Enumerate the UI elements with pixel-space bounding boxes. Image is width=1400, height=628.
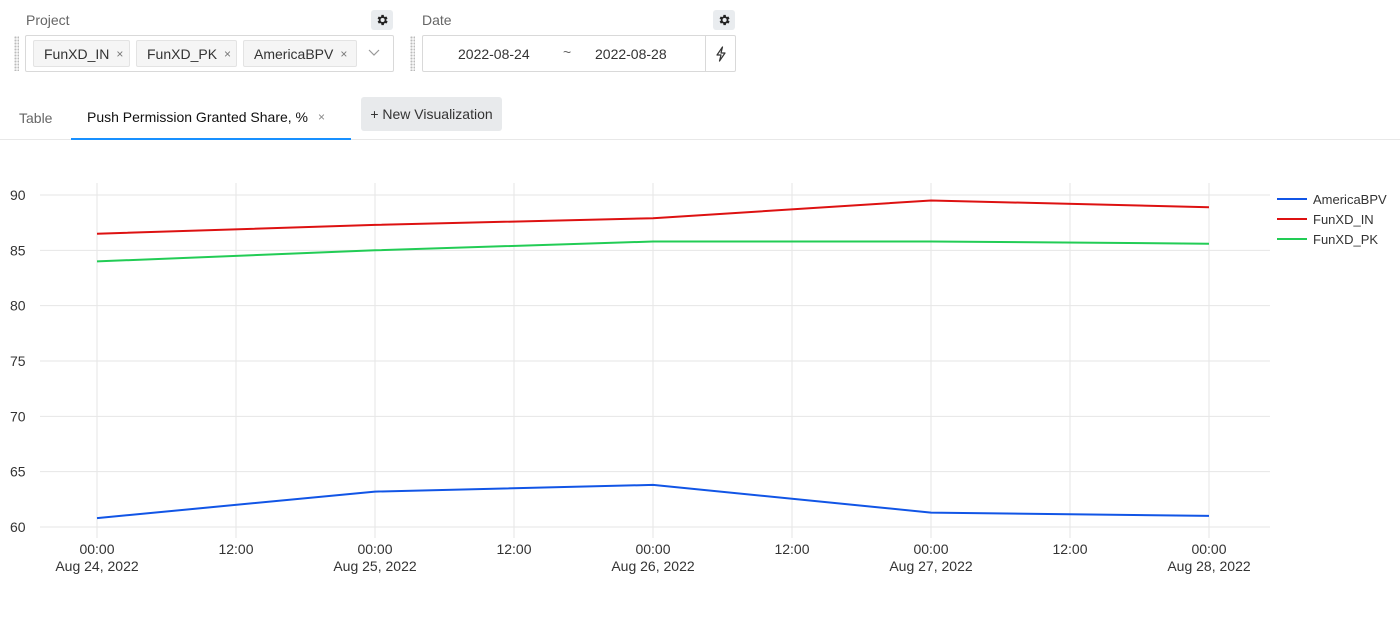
close-icon[interactable]: × [116,46,124,61]
y-tick-label: 70 [10,408,26,424]
chart-series [96,199,1210,520]
series-line-americabpv [96,483,1210,520]
project-settings-button[interactable] [371,10,393,30]
project-filter-label: Project [26,12,70,28]
bolt-icon [715,45,726,62]
quick-range-button[interactable] [705,36,735,71]
x-tick-label-time: 12:00 [496,541,531,557]
legend-item-label: FunXD_IN [1313,212,1374,227]
tab-table-label: Table [19,110,53,126]
x-tick-label-time: 12:00 [218,541,253,557]
gear-icon [377,14,388,26]
close-icon[interactable]: × [318,110,326,124]
date-filter-label: Date [422,12,452,28]
x-tick-label-time: 00:00 [913,541,948,557]
x-tick-label-date: Aug 28, 2022 [1167,558,1251,574]
x-tick-label-date: Aug 26, 2022 [611,558,695,574]
legend-item-label: FunXD_PK [1313,232,1378,247]
y-tick-label: 65 [10,464,26,480]
project-multiselect[interactable]: FunXD_IN × FunXD_PK × AmericaBPV × [25,35,394,72]
date-range-picker[interactable]: 2022-08-24 ~ 2022-08-28 [422,35,736,72]
date-drag-handle[interactable] [410,36,415,71]
y-tick-label: 75 [10,353,26,369]
x-tick-label-time: 12:00 [774,541,809,557]
y-axis: 60 65 70 75 80 85 90 [10,187,26,535]
project-drag-handle[interactable] [14,36,19,71]
x-tick-label-time: 00:00 [79,541,114,557]
project-tag: FunXD_IN × [33,40,130,67]
project-tag-label: AmericaBPV [254,45,334,62]
x-tick-label-date: Aug 24, 2022 [55,558,139,574]
tab-table[interactable]: Table [19,96,52,140]
date-separator: ~ [563,44,572,60]
project-tag-label: FunXD_PK [147,45,218,62]
chart-legend[interactable]: AmericaBPV FunXD_IN FunXD_PK [1277,192,1387,247]
new-visualization-button[interactable]: + New Visualization [361,97,502,131]
legend-item-label: AmericaBPV [1313,192,1387,207]
chevron-down-icon[interactable] [367,45,381,59]
series-line-funxd_pk [96,240,1210,263]
y-tick-label: 90 [10,187,26,203]
x-tick-label-date: Aug 25, 2022 [333,558,417,574]
tab-push-permission-label: Push Permission Granted Share, % [87,109,308,125]
date-end[interactable]: 2022-08-28 [595,46,667,62]
gear-icon [719,14,730,26]
series-line-funxd_in [96,199,1210,235]
x-tick-label-date: Aug 27, 2022 [889,558,973,574]
x-tick-label-time: 00:00 [635,541,670,557]
x-tick-label-time: 12:00 [1052,541,1087,557]
date-start[interactable]: 2022-08-24 [458,46,530,62]
x-tick-label-time: 00:00 [357,541,392,557]
x-tick-label-time: 00:00 [1191,541,1226,557]
project-tag: AmericaBPV × [243,40,357,67]
y-tick-label: 85 [10,242,26,258]
y-tick-label: 60 [10,519,26,535]
visualization-tabs: Table Push Permission Granted Share, % ×… [0,96,1400,140]
project-tag-label: FunXD_IN [44,45,110,62]
project-tag: FunXD_PK × [136,40,237,67]
y-tick-label: 80 [10,298,26,314]
close-icon[interactable]: × [340,46,348,61]
tab-push-permission[interactable]: Push Permission Granted Share, % × [71,96,351,140]
date-settings-button[interactable] [713,10,735,30]
close-icon[interactable]: × [224,46,232,61]
